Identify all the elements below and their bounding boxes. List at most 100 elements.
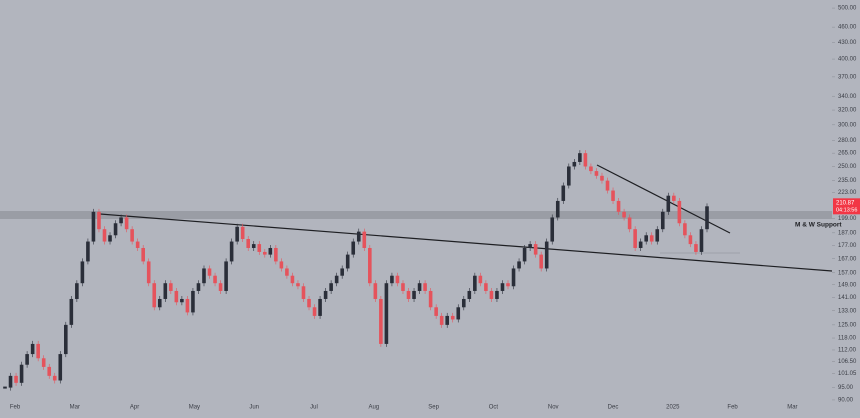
candle <box>473 275 477 291</box>
candle <box>312 307 317 316</box>
candle <box>86 241 90 262</box>
candle <box>544 241 549 269</box>
candle <box>169 283 173 291</box>
candle <box>450 315 455 320</box>
candle <box>561 185 566 201</box>
candle <box>257 244 262 252</box>
candle <box>152 283 157 308</box>
candle <box>373 283 378 299</box>
price-label: 210.87 <box>836 200 855 206</box>
y-tick-label: 320.00 <box>838 108 857 114</box>
candle <box>91 211 96 242</box>
y-tick-label: 400.00 <box>838 57 857 63</box>
candle <box>666 195 671 212</box>
candle <box>511 268 516 287</box>
candle <box>456 307 461 320</box>
candle <box>36 343 40 359</box>
candle <box>191 290 195 313</box>
candle <box>356 231 361 242</box>
candle <box>334 275 339 284</box>
candle <box>262 251 267 255</box>
candle <box>395 275 400 284</box>
candle <box>274 247 278 262</box>
candle <box>489 290 494 299</box>
price-label-box <box>833 198 860 215</box>
candle <box>30 343 35 355</box>
y-tick-label: 223.00 <box>838 190 857 196</box>
candle <box>340 268 344 276</box>
y-tick-label: 265.00 <box>838 151 857 157</box>
candle <box>19 364 24 383</box>
candle <box>296 283 300 287</box>
candle <box>428 290 433 308</box>
candle <box>594 171 599 176</box>
candle <box>119 217 123 224</box>
y-tick-label: 300.00 <box>838 122 857 128</box>
x-tick-label: Nov <box>548 405 559 411</box>
y-tick-label: 149.00 <box>838 282 857 288</box>
candle <box>522 247 527 262</box>
y-tick-label: 280.00 <box>838 138 857 144</box>
candle <box>417 283 422 291</box>
candle <box>124 217 129 230</box>
candle <box>627 217 632 230</box>
candle <box>379 298 383 344</box>
candle <box>80 261 85 284</box>
candle <box>97 211 101 230</box>
candle <box>202 268 206 284</box>
candle <box>677 200 682 224</box>
candle <box>412 290 416 299</box>
y-tick-label: 101.05 <box>838 371 857 377</box>
candle <box>307 298 311 308</box>
candle <box>484 283 488 291</box>
candle <box>47 366 52 376</box>
x-tick-label: Dec <box>608 405 619 411</box>
candle <box>368 247 372 284</box>
y-tick-label: 250.00 <box>838 164 857 170</box>
candle <box>655 229 660 242</box>
candle <box>611 190 615 201</box>
candle <box>699 229 704 252</box>
annotation: M & W Support <box>795 222 842 229</box>
candle <box>694 244 698 252</box>
candle <box>605 180 610 191</box>
candle <box>52 375 57 381</box>
candle <box>423 283 427 291</box>
candle <box>102 229 107 242</box>
candle <box>285 268 289 276</box>
candle <box>163 283 168 299</box>
candle <box>616 200 621 212</box>
candle <box>672 195 676 201</box>
countdown: 04:13:56 <box>836 207 857 213</box>
candle <box>329 283 333 291</box>
x-tick-label: Jul <box>310 405 318 411</box>
y-tick-label: 95.00 <box>838 385 854 391</box>
resistance-zone <box>0 211 832 219</box>
candle <box>207 268 212 276</box>
y-tick-label: 235.00 <box>838 178 857 184</box>
candle <box>75 283 79 299</box>
x-tick-label: Apr <box>130 405 139 411</box>
candle <box>146 261 151 284</box>
candle <box>235 226 239 242</box>
candle <box>633 229 637 248</box>
candle <box>268 247 273 255</box>
y-tick-label: 430.00 <box>838 40 857 46</box>
y-tick-label: 500.00 <box>838 6 857 12</box>
candle <box>401 283 405 291</box>
y-tick-label: 460.00 <box>838 25 857 31</box>
x-tick-label: May <box>189 405 200 411</box>
support-trendline <box>99 213 833 272</box>
candle <box>683 223 687 236</box>
candle <box>279 261 284 269</box>
candle <box>213 275 217 284</box>
candle <box>41 358 46 367</box>
candle <box>434 307 438 316</box>
candle <box>390 275 394 284</box>
candle <box>108 235 112 242</box>
candle <box>660 211 665 230</box>
x-tick-label: Feb <box>727 405 738 411</box>
candle <box>240 226 245 240</box>
candle <box>58 354 63 381</box>
